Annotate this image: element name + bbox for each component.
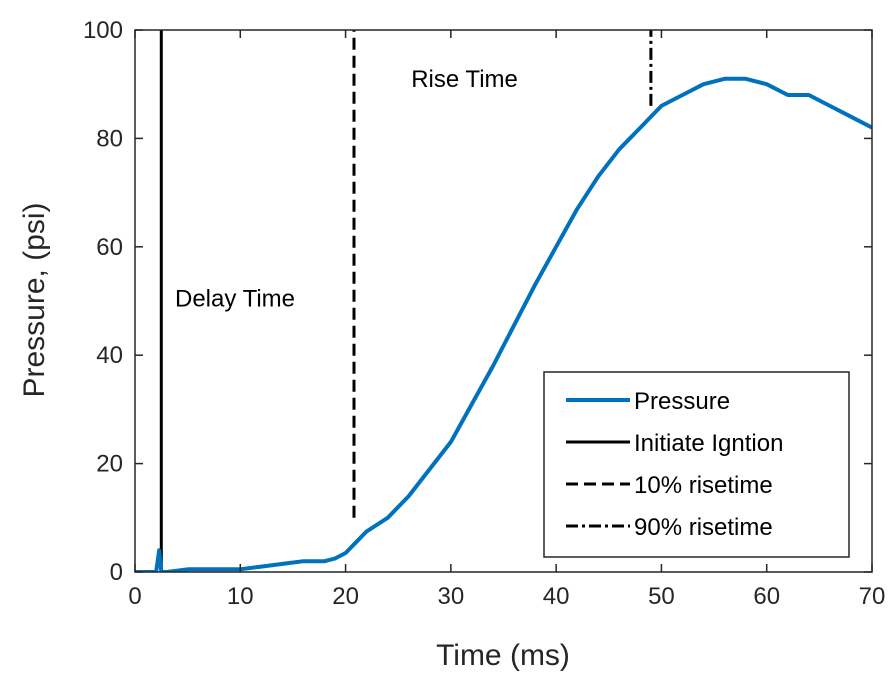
x-tick-label: 10 xyxy=(227,583,254,610)
axes-box xyxy=(134,29,873,573)
x-tick-label: 60 xyxy=(753,583,780,610)
x-tick-label: 30 xyxy=(438,583,465,610)
y-axis-label: Pressure, (psi) xyxy=(18,202,51,397)
x-tick-label: 20 xyxy=(332,583,359,610)
x-tick-label: 50 xyxy=(648,583,675,610)
legend-label: 10% risetime xyxy=(634,472,773,499)
legend-label: 90% risetime xyxy=(634,514,773,541)
x-tick-label: 0 xyxy=(128,583,141,610)
legend-label: Initiate Igntion xyxy=(634,430,783,457)
x-tick-label: 70 xyxy=(859,583,886,610)
legend-label: Pressure xyxy=(634,388,730,415)
annotations: Delay Time Rise Time xyxy=(175,66,518,313)
x-axis-label: Time (ms) xyxy=(436,639,570,672)
ticks: 0 10 20 30 40 50 60 70 0 20 40 60 80 100 xyxy=(83,17,885,610)
legend: Pressure Initiate Igntion 10% risetime 90% … xyxy=(543,371,850,558)
y-tick-label: 60 xyxy=(96,234,123,261)
axes xyxy=(134,29,873,573)
x-tick-label: 40 xyxy=(543,583,570,610)
plot-area xyxy=(135,30,872,572)
y-tick-label: 20 xyxy=(96,451,123,478)
annotation-rise-time: Rise Time xyxy=(411,66,518,93)
y-tick-label: 40 xyxy=(96,342,123,369)
annotation-delay-time: Delay Time xyxy=(175,285,295,312)
series-pressure xyxy=(135,76,872,572)
y-tick-label: 0 xyxy=(110,559,123,586)
y-tick-label: 80 xyxy=(96,125,123,152)
y-tick-label: 100 xyxy=(83,17,123,44)
